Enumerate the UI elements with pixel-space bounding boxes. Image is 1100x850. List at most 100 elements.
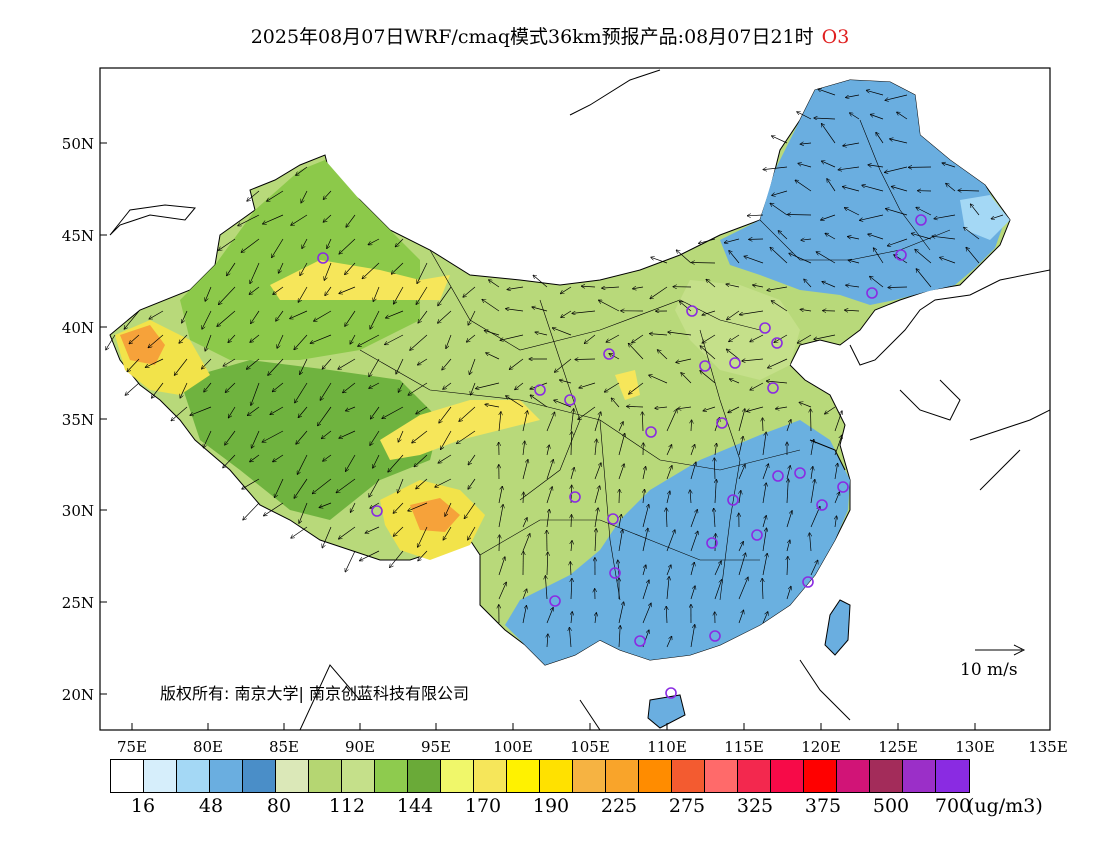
wind-arrow <box>204 382 212 392</box>
wind-arrow <box>547 552 548 576</box>
wind-arrow <box>811 467 813 480</box>
wind-arrow <box>738 577 748 600</box>
wind-arrow <box>250 262 260 283</box>
wind-arrow <box>595 529 596 552</box>
wind-arrow <box>323 214 332 222</box>
wind-arrow <box>346 454 356 471</box>
wind-arrow <box>319 502 332 508</box>
wind-arrow <box>299 502 308 523</box>
lon-label-80e: 80E <box>192 738 224 756</box>
wind-arrow <box>787 479 788 504</box>
wind-arrow <box>964 228 980 240</box>
wind-arrow <box>251 310 260 323</box>
southeast-blue-region <box>505 420 850 665</box>
wind-arrow <box>971 204 980 216</box>
legend-swatch <box>276 760 309 792</box>
wind-arrow <box>386 310 404 318</box>
station-marker <box>915 214 927 226</box>
wind-arrow <box>834 492 839 504</box>
wind-arrow <box>762 516 766 528</box>
wind-arrow <box>351 502 356 512</box>
wind-arrow <box>629 382 644 394</box>
wind-arrow <box>205 286 212 301</box>
legend-swatch <box>540 760 573 792</box>
wind-arrow <box>714 580 722 600</box>
wind-arrow <box>606 334 620 342</box>
wind-arrow <box>302 238 308 248</box>
wind-arrow <box>438 310 452 323</box>
wind-arrow <box>845 310 860 311</box>
wind-arrow <box>249 286 260 294</box>
axis-ticks <box>100 142 976 730</box>
wind-arrow <box>438 454 452 463</box>
wind-arrow <box>892 187 908 192</box>
wind-arrow <box>571 541 572 552</box>
wind-arrow <box>770 248 788 264</box>
wind-arrow <box>267 190 284 201</box>
wind-arrow <box>642 528 648 552</box>
wind-arrow <box>506 396 524 408</box>
wind-arrow <box>485 404 500 408</box>
wind-arrow <box>296 166 308 175</box>
station-marker <box>645 426 657 438</box>
wind-arrow <box>876 133 884 144</box>
wind-arrow <box>291 214 308 225</box>
station-marker <box>837 481 849 493</box>
station-marker <box>709 630 721 642</box>
wind-arrow <box>666 508 667 528</box>
wind-vector-field <box>106 89 1004 648</box>
wind-arrow <box>772 301 788 312</box>
wind-arrow <box>390 550 404 567</box>
wind-arrow <box>545 576 547 600</box>
wind-arrow <box>763 166 788 170</box>
wind-arrow <box>846 94 860 98</box>
wind-arrow <box>666 530 675 552</box>
legend-tick-80: 80 <box>266 795 292 817</box>
wind-arrow <box>507 286 524 290</box>
wind-arrow <box>868 165 884 167</box>
wind-arrow <box>946 184 956 192</box>
wind-arrow <box>810 561 818 576</box>
wind-arrow <box>642 580 649 600</box>
wind-arrow <box>217 310 236 326</box>
wind-arrow <box>322 430 332 439</box>
wind-arrow <box>498 505 503 528</box>
wind-arrow <box>250 334 260 342</box>
wind-arrow <box>650 334 668 335</box>
wind-arrow <box>786 420 791 432</box>
wind-arrow <box>294 334 308 350</box>
wind-arrow <box>650 286 668 299</box>
lon-label-95e: 95E <box>420 738 452 756</box>
station-marker <box>549 595 561 607</box>
wind-arrow <box>888 238 908 246</box>
wind-arrow <box>643 490 645 504</box>
wind-arrow <box>714 561 721 576</box>
wind-arrow <box>468 310 476 325</box>
wind-arrow <box>553 328 572 336</box>
wind-arrow <box>868 234 884 240</box>
wind-arrow <box>885 166 908 172</box>
wind-arrow <box>322 526 332 548</box>
wind-arrow <box>300 358 308 374</box>
wind-arrow <box>578 406 596 419</box>
wind-arrow <box>358 334 380 346</box>
wind-arrow <box>277 334 284 348</box>
station-marker <box>569 491 581 503</box>
legend-tick-700: 700 <box>934 795 972 817</box>
wind-arrow <box>763 418 764 432</box>
wind-arrow <box>368 238 380 245</box>
wind-arrow <box>373 454 380 468</box>
wind-arrow <box>795 180 812 192</box>
wind-arrow <box>700 346 716 360</box>
wind-arrow <box>800 143 812 144</box>
station-marker <box>772 470 784 482</box>
legend-tick-375: 375 <box>804 795 842 817</box>
wind-arrow <box>468 454 476 465</box>
wind-arrow <box>247 190 260 201</box>
wind-arrow <box>546 460 553 480</box>
wind-arrow <box>767 286 788 290</box>
legend-swatch <box>144 760 177 792</box>
wind-arrow <box>324 262 332 280</box>
station-marker <box>699 360 711 372</box>
station-marker <box>564 394 576 406</box>
